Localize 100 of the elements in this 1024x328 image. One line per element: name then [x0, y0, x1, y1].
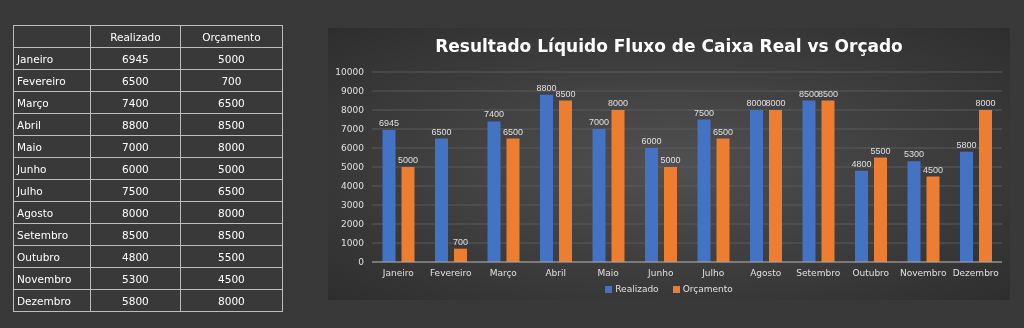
data-label: 6500 [712, 126, 734, 137]
x-tick-label: Maio [597, 268, 620, 279]
data-label: 8000 [607, 98, 629, 108]
legend-label: Orçamento [682, 284, 733, 294]
data-label: 6500 [180, 179, 283, 202]
data-label: 5500 [180, 245, 283, 268]
chart-title: Resultado Líquido Fluxo de Caixa Real vs Orçado [434, 36, 904, 58]
data-label: 5000 [660, 155, 681, 165]
y-tick-label: 9000 [341, 86, 365, 97]
data-label: 8500 [90, 223, 181, 246]
y-tick-label: 6000 [341, 143, 365, 154]
data-label: 5300 [90, 267, 181, 290]
x-tick-label: Novembro [899, 268, 948, 279]
data-label: 5500 [870, 145, 891, 156]
y-tick-label: 7000 [341, 124, 365, 135]
bar [874, 157, 887, 262]
y-tick-label: 4000 [341, 181, 365, 192]
bar [960, 151, 973, 262]
bar [559, 100, 572, 262]
data-label: 4500 [180, 267, 283, 290]
bar [979, 110, 992, 262]
data-label: 7400 [483, 109, 505, 120]
data-label: 7000 [588, 117, 610, 127]
x-tick-label: Fevereiro [429, 268, 473, 279]
data-label: 8500 [798, 88, 820, 99]
bar [506, 138, 520, 262]
bar [435, 138, 448, 262]
category-label: Março [13, 91, 91, 114]
bar [769, 110, 782, 262]
data-label: 8500 [180, 223, 283, 246]
data-label: 7000 [90, 135, 181, 158]
bar [802, 100, 816, 262]
x-tick-label: Janeiro [381, 268, 415, 279]
data-label: 8800 [90, 113, 181, 136]
data-label: 6000 [641, 136, 662, 146]
y-tick-label: 3000 [341, 200, 365, 211]
data-label: 8000 [746, 98, 767, 108]
x-tick-label: Setembro [796, 268, 841, 279]
y-tick-label: 2000 [341, 219, 365, 230]
x-tick-label: Março [489, 268, 518, 279]
data-label: 8000 [180, 135, 283, 158]
bar [611, 110, 625, 262]
category-label: Dezembro [13, 289, 91, 312]
data-label: 4800 [851, 158, 872, 169]
bar [855, 170, 868, 262]
data-label: 6500 [90, 69, 181, 92]
x-tick-label: Dezembro [952, 268, 1000, 279]
data-label: 6000 [90, 157, 181, 180]
data-label: 8500 [555, 88, 576, 99]
data-label: 8000 [180, 289, 283, 312]
data-label: 6500 [180, 91, 283, 114]
bar [454, 248, 467, 262]
y-tick-label: 10000 [335, 67, 365, 78]
x-tick-label: Junho [647, 268, 674, 279]
data-label: 5000 [180, 157, 283, 180]
bar [664, 167, 677, 262]
category-label: Junho [13, 157, 91, 180]
bar [540, 94, 553, 262]
data-label: 8000 [180, 201, 283, 224]
y-tick-label: 5000 [341, 162, 365, 173]
category-label: Fevereiro [13, 69, 91, 92]
bar [821, 100, 835, 262]
data-label: 6500 [502, 126, 524, 137]
data-label: 8000 [975, 98, 996, 108]
x-tick-label: Julho [701, 268, 725, 279]
bar [926, 176, 940, 262]
category-label: Abril [13, 113, 91, 136]
data-label: 700 [452, 236, 469, 247]
data-label: 5000 [180, 47, 283, 70]
bar [907, 161, 921, 262]
x-tick-label: Agosto [750, 268, 782, 279]
bar [750, 110, 763, 262]
y-tick-label: 0 [358, 257, 365, 268]
data-label: 7500 [90, 179, 181, 202]
data-label: 5300 [903, 149, 925, 160]
category-label: Maio [13, 135, 91, 158]
data-label: 6500 [431, 126, 452, 137]
bar [487, 121, 501, 262]
bar [645, 148, 658, 262]
data-label: 5800 [90, 289, 181, 312]
category-label: Agosto [13, 201, 91, 224]
data-label: 700 [180, 69, 283, 92]
data-label: 7400 [90, 91, 181, 114]
data-label: 8000 [90, 201, 181, 224]
data-label: 8000 [765, 98, 786, 108]
y-tick-label: 8000 [341, 105, 365, 116]
x-tick-label: Outubro [852, 268, 890, 279]
legend-label: Realizado [615, 284, 659, 294]
data-label: 8500 [180, 113, 283, 136]
category-label: Setembro [13, 223, 91, 246]
x-tick-label: Abril [545, 268, 567, 279]
bar [382, 130, 396, 262]
data-label: 4500 [922, 164, 944, 175]
data-label: 6945 [90, 47, 181, 70]
data-label: 7500 [693, 107, 715, 118]
bar [697, 119, 711, 262]
data-label: 5800 [956, 139, 977, 150]
text: Orçamento [180, 25, 283, 48]
text: Realizado [90, 25, 181, 48]
bar [592, 129, 606, 262]
